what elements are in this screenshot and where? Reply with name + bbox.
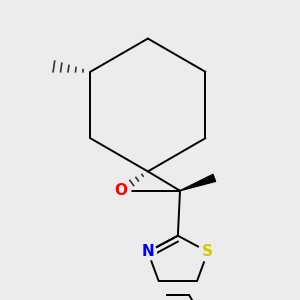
Text: O: O [115, 183, 128, 198]
Circle shape [111, 181, 131, 200]
Text: N: N [142, 244, 154, 259]
Text: S: S [202, 244, 213, 259]
Polygon shape [180, 174, 216, 191]
Circle shape [198, 242, 218, 261]
Circle shape [139, 243, 156, 260]
